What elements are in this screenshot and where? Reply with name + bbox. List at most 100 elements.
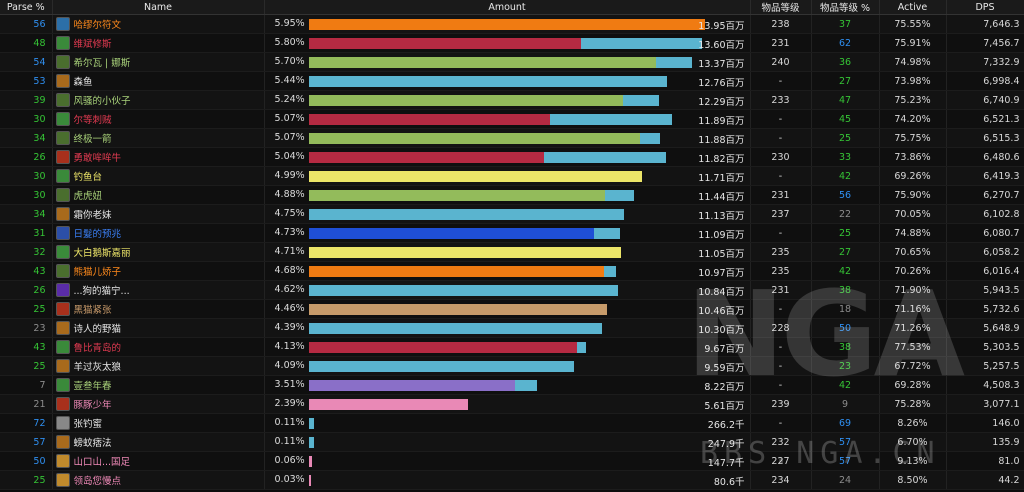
col-header-ilvl-pct[interactable]: 物品等级 % [811,0,880,15]
amount-label: 9.59百万 [704,363,745,374]
player-name[interactable]: 尔等刺贼 [73,115,112,126]
name-cell[interactable]: 山口山...国足 [52,451,265,471]
header-row: Parse % Name Amount 物品等级 物品等级 % Active D… [0,0,1024,15]
name-cell[interactable]: 鲁比青岛的 [52,337,265,357]
table-row[interactable]: 30 钓鱼台 4.99% 11.71百万 - 42 69.26% 6,419.3 [0,166,1024,186]
table-row[interactable]: 39 风骚的小伙子 5.24% 12.29百万 233 47 75.23% 6,… [0,90,1024,110]
table-row[interactable]: 25 领岛您慢点 0.03% 80.6千 234 24 8.50% 44.2 [0,470,1024,490]
name-cell[interactable]: 螃蚊痞法 [52,432,265,452]
name-cell[interactable]: 张钓蜜 [52,413,265,433]
player-name[interactable]: 森鱼 [73,77,93,88]
name-cell[interactable]: 哈缪尔符文 [52,14,265,34]
name-cell[interactable]: 希尔瓦 | 娜斯 [52,52,265,72]
col-header-name[interactable]: Name [52,0,265,15]
percent-label: 5.07% [274,113,305,124]
player-name[interactable]: ...狗的猫宁... [73,286,130,297]
col-header-amount[interactable]: Amount [264,0,751,15]
player-name[interactable]: 大白鹅斯嘉丽 [73,248,131,259]
name-cell[interactable]: 森鱼 [52,71,265,91]
table-row[interactable]: 43 鲁比青岛的 4.13% 9.67百万 - 38 77.53% 5,303.… [0,337,1024,357]
table-row[interactable]: 53 森鱼 5.44% 12.76百万 - 27 73.98% 6,998.4 [0,71,1024,91]
player-name[interactable]: 虎虎妞 [73,191,103,202]
name-cell[interactable]: 大白鹅斯嘉丽 [52,242,265,262]
ilvl-cell: 240 [750,52,812,72]
col-header-dps[interactable]: DPS [946,0,1024,15]
name-cell[interactable]: 壹叁年春 [52,375,265,395]
player-name[interactable]: 钓鱼台 [73,172,103,183]
table-row[interactable]: 34 霜你老妹 4.75% 11.13百万 237 22 70.05% 6,10… [0,204,1024,224]
table-row[interactable]: 50 山口山...国足 0.06% 147.7千 227 57 9.13% 81… [0,451,1024,471]
player-name[interactable]: 螃蚊痞法 [73,438,112,449]
name-cell[interactable]: 霜你老妹 [52,204,265,224]
player-name[interactable]: 羊过灰太狼 [73,362,122,373]
player-name[interactable]: 勇敢哞哞牛 [73,153,122,164]
name-cell[interactable]: 熊猫儿娇子 [52,261,265,281]
player-name[interactable]: 霜你老妹 [73,210,112,221]
table-row[interactable]: 34 终极一箭 5.07% 11.88百万 - 25 75.75% 6,515.… [0,128,1024,148]
table-row[interactable]: 56 哈缪尔符文 5.95% 13.95百万 238 37 75.55% 7,6… [0,14,1024,34]
col-header-ilvl[interactable]: 物品等级 [750,0,812,15]
table-row[interactable]: 25 黑猫紧张 4.46% 10.46百万 - 18 71.16% 5,732.… [0,299,1024,319]
player-name[interactable]: 山口山...国足 [73,457,131,468]
player-name[interactable]: 熊猫儿娇子 [73,267,122,278]
col-header-parse[interactable]: Parse % [0,0,53,15]
name-cell[interactable]: 终极一箭 [52,128,265,148]
name-cell[interactable]: 领岛您慢点 [52,470,265,490]
table-row[interactable]: 43 熊猫儿娇子 4.68% 10.97百万 235 42 70.26% 6,0… [0,261,1024,281]
name-cell[interactable]: 羊过灰太狼 [52,356,265,376]
parse-cell: 25 [0,299,53,319]
table-row[interactable]: 26 勇敢哞哞牛 5.04% 11.82百万 230 33 73.86% 6,4… [0,147,1024,167]
player-name[interactable]: 哈缪尔符文 [73,20,122,31]
name-cell[interactable]: 诗人的野猫 [52,318,265,338]
spec-icon [55,302,70,316]
name-cell[interactable]: 勇敢哞哞牛 [52,147,265,167]
player-name[interactable]: 风骚的小伙子 [73,96,131,107]
table-row[interactable]: 72 张钓蜜 0.11% 266.2千 - 69 8.26% 146.0 [0,413,1024,433]
dps-cell: 146.0 [946,413,1024,433]
name-cell[interactable]: 豚豚少年 [52,394,265,414]
table-row[interactable]: 30 虎虎妞 4.88% 11.44百万 231 56 75.90% 6,270… [0,185,1024,205]
col-header-active[interactable]: Active [879,0,947,15]
name-cell[interactable]: 虎虎妞 [52,185,265,205]
table-row[interactable]: 25 羊过灰太狼 4.09% 9.59百万 - 23 67.72% 5,257.… [0,356,1024,376]
name-cell[interactable]: ...狗的猫宁... [52,280,265,300]
dps-cell: 3,077.1 [946,394,1024,414]
table-row[interactable]: 48 维斌修斯 5.80% 13.60百万 231 62 75.91% 7,45… [0,33,1024,53]
active-cell: 70.26% [879,261,947,281]
table-row[interactable]: 26 ...狗的猫宁... 4.62% 10.84百万 231 38 71.90… [0,280,1024,300]
name-cell[interactable]: 黑猫紧张 [52,299,265,319]
percent-label: 0.03% [274,474,305,485]
table-row[interactable]: 7 壹叁年春 3.51% 8.22百万 - 42 69.28% 4,508.3 [0,375,1024,395]
dps-cell: 81.0 [946,451,1024,471]
name-cell[interactable]: 尔等刺贼 [52,109,265,129]
table-row[interactable]: 30 尔等刺贼 5.07% 11.89百万 - 45 74.20% 6,521.… [0,109,1024,129]
table-row[interactable]: 23 诗人的野猫 4.39% 10.30百万 228 50 71.26% 5,6… [0,318,1024,338]
table-row[interactable]: 57 螃蚊痞法 0.11% 247.9千 232 57 6.70% 135.9 [0,432,1024,452]
parse-cell: 53 [0,71,53,91]
name-cell[interactable]: 维斌修斯 [52,33,265,53]
player-name[interactable]: 终极一箭 [73,134,112,145]
player-name[interactable]: 日髮的预兆 [73,229,122,240]
table-row[interactable]: 54 希尔瓦 | 娜斯 5.70% 13.37百万 240 36 74.98% … [0,52,1024,72]
amount-label: 11.09百万 [698,230,745,241]
name-cell[interactable]: 日髮的预兆 [52,223,265,243]
player-name[interactable]: 诗人的野猫 [73,324,122,335]
spec-icon [55,245,70,259]
name-cell[interactable]: 钓鱼台 [52,166,265,186]
player-name[interactable]: 黑猫紧张 [73,305,112,316]
player-name[interactable]: 壹叁年春 [73,381,112,392]
player-name[interactable]: 张钓蜜 [73,419,103,430]
amount-label: 11.13百万 [698,211,745,222]
player-name[interactable]: 鲁比青岛的 [73,343,122,354]
table-row[interactable]: 31 日髮的预兆 4.73% 11.09百万 - 25 74.88% 6,080… [0,223,1024,243]
player-name[interactable]: 领岛您慢点 [73,476,122,487]
player-name[interactable]: 维斌修斯 [73,39,112,50]
name-cell[interactable]: 风骚的小伙子 [52,90,265,110]
player-name[interactable]: 豚豚少年 [73,400,112,411]
player-name[interactable]: 希尔瓦 | 娜斯 [73,58,131,69]
table-row[interactable]: 32 大白鹅斯嘉丽 4.71% 11.05百万 235 27 70.65% 6,… [0,242,1024,262]
spec-icon [55,283,70,297]
damage-bar [308,380,515,391]
table-row[interactable]: 21 豚豚少年 2.39% 5.61百万 239 9 75.28% 3,077.… [0,394,1024,414]
ilvl-cell: 227 [750,451,812,471]
